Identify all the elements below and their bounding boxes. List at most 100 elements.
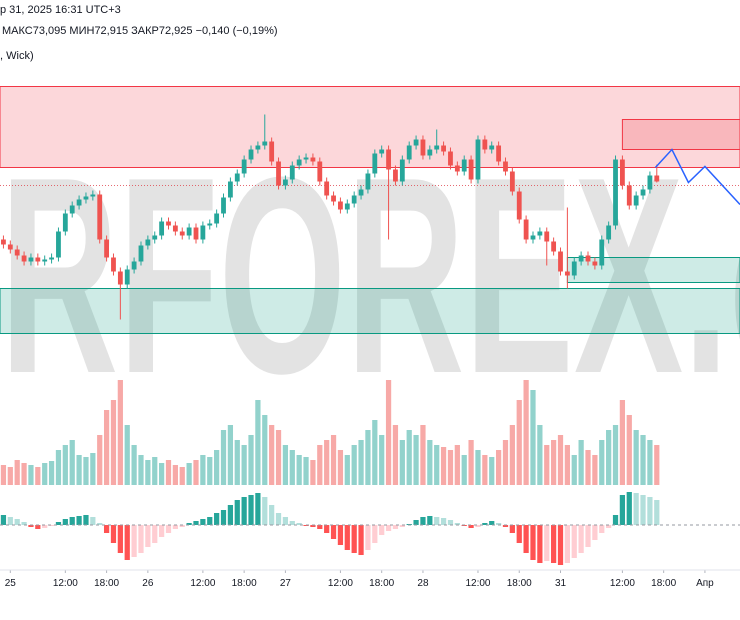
candle-body: [619, 159, 625, 186]
volume-bar: [502, 440, 509, 485]
oscillator-bar: [523, 525, 529, 553]
x-tick-label: 18:00: [94, 578, 119, 589]
candle-body: [76, 199, 82, 206]
oscillator-bar: [159, 525, 165, 537]
oscillator-bar: [564, 525, 570, 563]
volume-bar: [358, 440, 364, 485]
volume-bar: [159, 463, 165, 485]
oscillator-bar: [372, 525, 378, 543]
candle-body: [296, 159, 302, 166]
x-tick-label: 28: [417, 578, 429, 589]
candle-body: [303, 157, 309, 160]
candle-body: [420, 139, 426, 156]
oscillator-bar: [599, 525, 605, 533]
oscillator-bar: [255, 493, 261, 525]
volume-bar: [76, 455, 82, 485]
volume-bar: [385, 380, 392, 485]
candle-body: [393, 169, 398, 182]
candle-body: [28, 257, 34, 262]
volume-bar: [585, 450, 591, 485]
candle-body: [1, 239, 6, 245]
volume-bar: [489, 457, 495, 485]
oscillator-bar: [117, 525, 123, 553]
candle-body: [599, 239, 605, 266]
oscillator-bar: [647, 497, 653, 525]
volume-bar: [7, 467, 13, 485]
candle-body: [372, 153, 378, 174]
volume-bar: [14, 460, 20, 485]
oscillator-bar: [495, 523, 502, 525]
candle-body: [207, 223, 213, 226]
oscillator-bar: [537, 525, 543, 563]
candle-body: [413, 139, 419, 146]
candle-body: [269, 141, 275, 162]
volume-bar: [124, 425, 130, 485]
candle-body: [90, 194, 96, 197]
volume-bar: [35, 467, 41, 485]
candle-body: [606, 225, 612, 240]
volume-bar: [62, 445, 68, 485]
volume-bar: [83, 457, 89, 485]
volume-bar: [454, 445, 460, 485]
candle-body: [62, 213, 68, 232]
candle-body: [234, 173, 240, 182]
candle-body: [496, 145, 502, 162]
candle-body: [241, 159, 247, 174]
x-tick-label: 12:00: [610, 578, 635, 589]
header-ohlc: МАКС73,095 МИН72,915 ЗАКР72,925 −0,140 (…: [2, 25, 278, 37]
oscillator-bar: [324, 525, 330, 533]
oscillator-bar: [551, 525, 557, 563]
oscillator-bar: [330, 525, 337, 539]
candle-body: [654, 175, 660, 182]
candle-body: [331, 195, 336, 202]
candle-body: [626, 185, 632, 206]
x-tick-label: 12:00: [190, 578, 215, 589]
candle-body: [489, 145, 495, 150]
candle-body: [124, 269, 130, 285]
volume-bar: [262, 415, 268, 485]
candle-body: [558, 251, 563, 272]
volume-bar: [612, 425, 619, 485]
candle-body: [117, 271, 123, 285]
volume-bar: [427, 440, 433, 485]
oscillator-bar: [193, 521, 199, 525]
candle-body: [248, 149, 254, 160]
x-tick-label: 25: [5, 578, 17, 589]
x-tick-label: 18:00: [507, 578, 532, 589]
oscillator-bar: [282, 517, 289, 525]
volume-bar: [220, 430, 227, 485]
candle-body: [21, 255, 27, 262]
volume-bar: [475, 450, 481, 485]
volume-bar: [179, 467, 185, 485]
oscillator-bar: [152, 525, 158, 543]
volume-bar: [303, 457, 309, 485]
volume-bar: [619, 400, 626, 485]
candle-body: [104, 239, 110, 258]
candle-body: [571, 261, 577, 276]
volume-bar: [530, 390, 536, 485]
x-tick-label: 18:00: [651, 578, 676, 589]
volume-bar: [55, 450, 62, 485]
candle-body: [227, 181, 233, 198]
volume-bar: [214, 450, 220, 485]
volume-bar: [372, 420, 378, 485]
candle-body: [516, 191, 522, 220]
candle-body: [138, 245, 144, 262]
oscillator-bar: [516, 525, 522, 543]
volume-bar: [165, 460, 172, 485]
oscillator-bar: [606, 525, 612, 528]
volume-bar: [599, 440, 605, 485]
oscillator-bar: [475, 525, 481, 527]
oscillator-bar: [55, 522, 62, 525]
oscillator-bar: [172, 525, 178, 529]
candle-body: [49, 257, 54, 260]
volume-bar: [578, 440, 584, 485]
x-tick-label: 12:00: [53, 578, 78, 589]
oscillator-bar: [468, 525, 474, 528]
oscillator-bar: [227, 505, 234, 525]
candle-body: [544, 231, 550, 242]
x-tick-label: 31: [555, 578, 567, 589]
oscillator-bar: [7, 517, 13, 525]
volume-bar: [248, 435, 254, 485]
